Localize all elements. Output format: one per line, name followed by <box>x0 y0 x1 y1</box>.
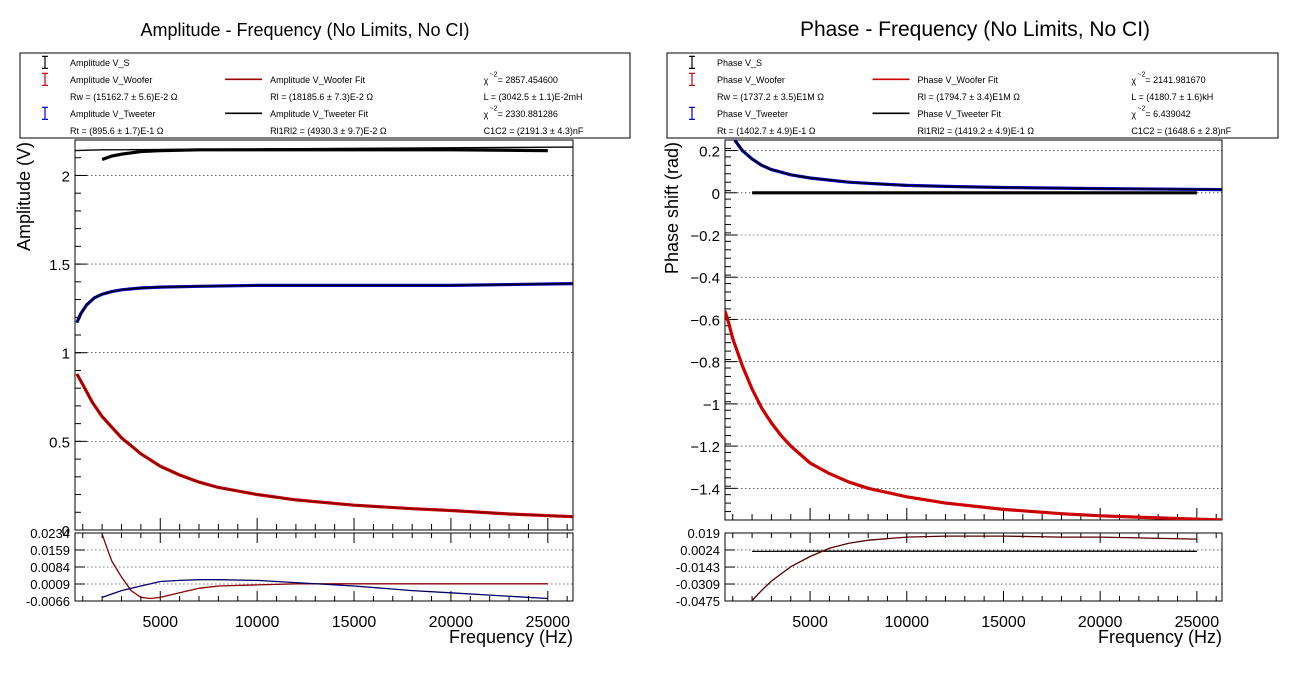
chart-title: Phase - Frequency (No Limits, No CI) <box>800 18 1150 41</box>
y-tick-label: 0.5 <box>49 434 70 451</box>
residual-tick-label: 0.0009 <box>30 577 70 592</box>
residual-tick-label: -0.0309 <box>676 577 720 592</box>
y-axis-label: Amplitude (V) <box>14 142 34 251</box>
series-line-1 <box>77 284 573 323</box>
series-line-2 <box>725 311 1222 520</box>
x-tick-label: 15000 <box>981 614 1026 631</box>
x-tick-label: 20000 <box>429 614 474 631</box>
y-tick-label: 1.5 <box>49 257 70 274</box>
x-tick-label: 25000 <box>1175 614 1220 631</box>
residual-line-1 <box>752 536 1197 600</box>
legend-entry: Amplitude V_Tweeter <box>70 109 156 119</box>
legend-entry: Phase V_Tweeter Fit <box>918 109 1002 119</box>
residual-tick-label: 0.0084 <box>30 560 70 575</box>
x-tick-label: 5000 <box>142 614 178 631</box>
legend-entry: C1C2 = (1648.6 ± 2.8)nF <box>1131 126 1231 136</box>
legend-entry: Phase V_Woofer Fit <box>918 75 999 85</box>
x-tick-label: 20000 <box>1078 614 1123 631</box>
legend-entry: Rl = (18185.6 ± 7.3)E-2 Ω <box>270 92 373 102</box>
legend-entry: = 6.439042 <box>1145 109 1190 119</box>
legend-chi-sup: ~2 <box>490 105 498 112</box>
legend-entry: L = (3042.5 ± 1.1)E-2mH <box>484 92 583 102</box>
y-tick-label: −0.2 <box>690 228 720 245</box>
legend-entry: Rw = (1737.2 ± 3.5)E1M Ω <box>717 92 824 102</box>
x-tick-label: 5000 <box>792 614 828 631</box>
series-line-1 <box>735 140 1222 190</box>
legend-entry: Rt = (1402.7 ± 4.9)E-1 Ω <box>717 126 816 136</box>
y-tick-label: −1 <box>703 397 720 414</box>
plot-frame <box>725 140 1222 520</box>
legend-entry: Phase V_Woofer <box>717 75 785 85</box>
legend-chi-symbol: χ <box>484 75 489 85</box>
legend-entry: = 2857.454600 <box>498 75 558 85</box>
legend-entry: Rl1Rl2 = (4930.3 ± 9.7)E-2 Ω <box>270 126 387 136</box>
legend-chi-sup: ~2 <box>1137 105 1145 112</box>
legend-entry: L = (4180.7 ± 1.6)kH <box>1131 92 1213 102</box>
series-group <box>725 140 1222 520</box>
x-tick-label: 10000 <box>885 614 930 631</box>
residual-tick-label: -0.0475 <box>676 594 720 609</box>
y-tick-label: 0 <box>712 186 720 203</box>
legend-chi-symbol: χ <box>484 109 489 119</box>
y-tick-label: −0.4 <box>690 270 720 287</box>
legend-entry: Rw = (15162.7 ± 5.6)E-2 Ω <box>70 92 178 102</box>
legend-chi-sup: ~2 <box>1137 71 1145 78</box>
legend-entry: Phase V_Tweeter <box>717 109 788 119</box>
legend-entry: Phase V_S <box>717 58 762 68</box>
series-group <box>75 147 573 517</box>
series-line-0 <box>102 150 548 160</box>
residual-tick-label: 0.019 <box>687 526 720 541</box>
legend-chi-symbol: χ <box>1131 75 1136 85</box>
legend-entry: Rt = (895.6 ± 1.7)E-1 Ω <box>70 126 164 136</box>
residual-tick-label: 0.0024 <box>680 543 720 558</box>
series-line-2 <box>77 374 573 517</box>
legend-entry: Rl1Rl2 = (1419.2 ± 4.9)E-1 Ω <box>918 126 1035 136</box>
legend-chi-symbol: χ <box>1131 109 1136 119</box>
residual-line-0 <box>102 534 548 599</box>
legend-entry: Amplitude V_Woofer Fit <box>270 75 365 85</box>
residual-tick-label: -0.0143 <box>676 560 720 575</box>
series-line-3 <box>77 374 573 517</box>
y-tick-label: 0.2 <box>699 144 720 161</box>
x-tick-label: 15000 <box>332 614 377 631</box>
legend-entry: = 2330.881286 <box>498 109 558 119</box>
legend-chi-sup: ~2 <box>490 71 498 78</box>
series-line-3 <box>725 311 1222 520</box>
x-tick-label: 10000 <box>235 614 280 631</box>
y-tick-label: −1.2 <box>690 439 720 456</box>
legend-entry: = 2141.981670 <box>1145 75 1205 85</box>
x-tick-label: 25000 <box>526 614 571 631</box>
residual-tick-label: -0.0066 <box>26 594 70 609</box>
legend-entry: Amplitude V_Woofer <box>70 75 152 85</box>
y-tick-label: −0.8 <box>690 355 720 372</box>
residual-series-group <box>752 536 1197 600</box>
plot-frame <box>75 140 573 530</box>
residual-tick-label: 0.0159 <box>30 543 70 558</box>
residual-series-group <box>102 534 548 599</box>
y-axis-label: Phase shift (rad) <box>662 142 682 274</box>
y-tick-label: −1.4 <box>690 481 720 498</box>
series-line-4 <box>735 140 1222 190</box>
legend-entry: Amplitude V_Tweeter Fit <box>270 109 369 119</box>
y-tick-label: 1 <box>62 346 70 363</box>
residual-tick-label: 0.0234 <box>30 526 70 541</box>
series-line-4 <box>77 284 573 323</box>
legend-entry: Rl = (1794.7 ± 3.4)E1M Ω <box>918 92 1021 102</box>
y-tick-label: −0.6 <box>690 312 720 329</box>
chart-title: Amplitude - Frequency (No Limits, No CI) <box>140 20 469 40</box>
legend-entry: C1C2 = (2191.3 ± 4.3)nF <box>484 126 584 136</box>
legend-entry: Amplitude V_S <box>70 58 130 68</box>
y-tick-label: 2 <box>62 168 70 185</box>
